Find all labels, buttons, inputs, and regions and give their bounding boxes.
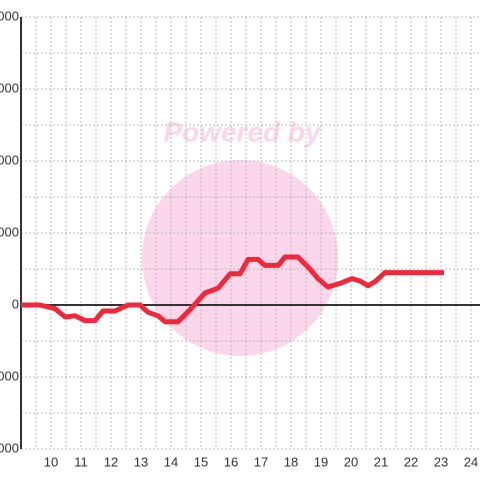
x-tick-label: 21 [374,454,388,469]
watermark: Powered by [163,116,322,147]
x-tick-label: 13 [134,454,148,469]
y-tick-label: 12,000 [0,8,19,23]
x-tick-label: 19 [314,454,328,469]
x-tick-label: 18 [284,454,298,469]
x-tick-label: 24 [464,454,478,469]
x-tick-label: 10 [44,454,58,469]
x-tick-label: 16 [224,454,238,469]
x-tick-label: 17 [254,454,268,469]
y-tick-label: 3,000 [0,224,19,239]
x-tick-label: 12 [104,454,118,469]
y-tick-label: 9,000 [0,80,19,95]
y-tick-label: -6,000 [0,440,19,455]
y-tick-label: 6,000 [0,152,19,167]
x-tick-label: 15 [194,454,208,469]
x-tick-label: 11 [74,454,88,469]
x-tick-label: 14 [164,454,178,469]
x-tick-label: 23 [434,454,448,469]
y-tick-label: 0 [12,296,19,311]
x-tick-label: 22 [404,454,418,469]
y-tick-label: -3,000 [0,368,19,383]
x-tick-label: 20 [344,454,358,469]
data-line [21,254,444,325]
